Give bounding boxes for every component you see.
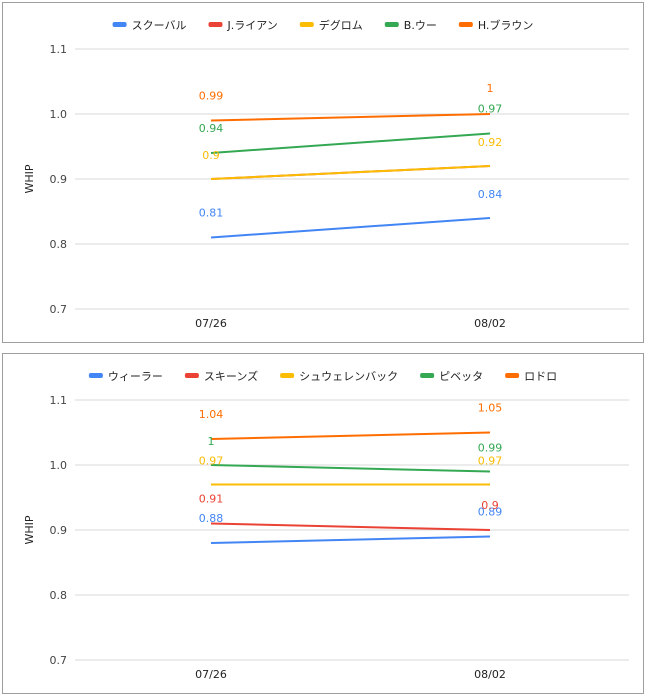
legend-label: スキーンズ <box>204 369 258 383</box>
y-axis-title: WHIP <box>23 515 36 544</box>
legend-item[interactable]: ウィーラー <box>88 370 163 383</box>
data-label: 0.89 <box>478 506 503 519</box>
legend-item[interactable]: スクーバル <box>112 19 187 32</box>
legend: ウィーラー スキーンズ シュウェレンバック ピベッタ ロドロ <box>88 369 557 383</box>
y-tick-label: 0.7 <box>50 303 68 316</box>
y-tick-label: 0.8 <box>50 238 68 251</box>
legend-item[interactable]: ピベッタ <box>420 370 483 383</box>
legend-swatch <box>458 22 473 27</box>
legend-swatch <box>505 373 520 378</box>
legend-swatch <box>280 373 295 378</box>
legend-item[interactable]: スキーンズ <box>184 369 258 383</box>
series-line <box>210 132 491 154</box>
data-label: 0.81 <box>199 207 224 220</box>
data-label: 0.97 <box>199 455 224 468</box>
data-label: 1 <box>487 82 494 95</box>
legend-label: ピベッタ <box>439 370 483 383</box>
legend-swatch <box>184 373 199 378</box>
legend-label: シュウェレンバック <box>299 370 398 383</box>
legend-item[interactable]: H.ブラウン <box>458 18 534 32</box>
legend-swatch <box>112 22 127 27</box>
y-tick-label: 1.0 <box>50 459 68 472</box>
legend-item[interactable]: ロドロ <box>505 370 557 383</box>
series-line <box>210 431 491 440</box>
x-tick-label: 07/26 <box>195 317 227 330</box>
line-chart-1: 0.7 0.8 0.9 1.0 1.1 WHIP 07/26 08/02 0.81 0.84 0.9… <box>23 18 629 330</box>
legend-label: B.ウー <box>404 19 437 32</box>
legend-label: デグロム <box>319 18 363 32</box>
x-tick-label: 08/02 <box>474 668 506 681</box>
data-label: 0.9 <box>202 149 220 162</box>
chart-panel-2: 0.7 0.8 0.9 1.0 1.1 WHIP 07/26 08/02 0.88 0.89 0.9… <box>2 353 644 694</box>
data-label: 0.92 <box>478 136 503 149</box>
y-axis-title: WHIP <box>23 164 36 193</box>
data-label: 1 <box>208 435 215 448</box>
data-label: 0.9 <box>481 499 499 512</box>
legend-swatch <box>299 22 314 27</box>
data-label: 0.91 <box>199 493 224 506</box>
data-label: 0.99 <box>199 90 224 103</box>
legend-label: スクーバル <box>132 19 187 32</box>
x-tick-label: 08/02 <box>474 317 506 330</box>
legend-swatch <box>420 373 435 378</box>
series-line <box>210 165 491 180</box>
data-label: 0.97 <box>478 103 503 116</box>
legend-label: H.ブラウン <box>478 18 534 32</box>
series-line <box>210 217 491 239</box>
legend-swatch <box>208 22 223 27</box>
legend-item[interactable]: シュウェレンバック <box>280 370 398 383</box>
y-tick-label: 0.9 <box>50 173 68 186</box>
legend-label: J.ライアン <box>226 19 277 32</box>
data-label: 0.94 <box>199 122 224 135</box>
y-tick-label: 1.0 <box>50 108 68 121</box>
y-tick-label: 0.8 <box>50 589 68 602</box>
series-line <box>210 464 491 473</box>
series-line <box>210 522 491 531</box>
series-line <box>210 113 491 122</box>
legend-swatch <box>88 373 103 378</box>
legend-item[interactable]: B.ウー <box>384 19 437 32</box>
data-label: 1.04 <box>199 408 224 421</box>
y-tick-label: 1.1 <box>50 394 68 407</box>
data-label: 1.05 <box>478 402 503 415</box>
data-label: 0.99 <box>478 442 503 455</box>
data-label: 0.88 <box>199 512 224 525</box>
series-line <box>210 535 491 544</box>
y-tick-label: 0.9 <box>50 524 68 537</box>
legend-label: ウィーラー <box>108 370 163 383</box>
legend-item[interactable]: J.ライアン <box>208 19 278 32</box>
legend: スクーバル J.ライアン デグロム B.ウー H.ブラウン <box>112 18 534 32</box>
y-tick-label: 0.7 <box>50 654 68 667</box>
legend-item[interactable]: デグロム <box>299 18 363 32</box>
data-label: 0.84 <box>478 188 503 201</box>
legend-swatch <box>384 22 399 27</box>
data-label: 0.97 <box>478 455 503 468</box>
y-tick-label: 1.1 <box>50 43 68 56</box>
x-tick-label: 07/26 <box>195 668 227 681</box>
chart-panel-1: 0.7 0.8 0.9 1.0 1.1 WHIP 07/26 08/02 0.81 0.84 0.9… <box>2 2 644 343</box>
legend-label: ロドロ <box>524 370 557 383</box>
